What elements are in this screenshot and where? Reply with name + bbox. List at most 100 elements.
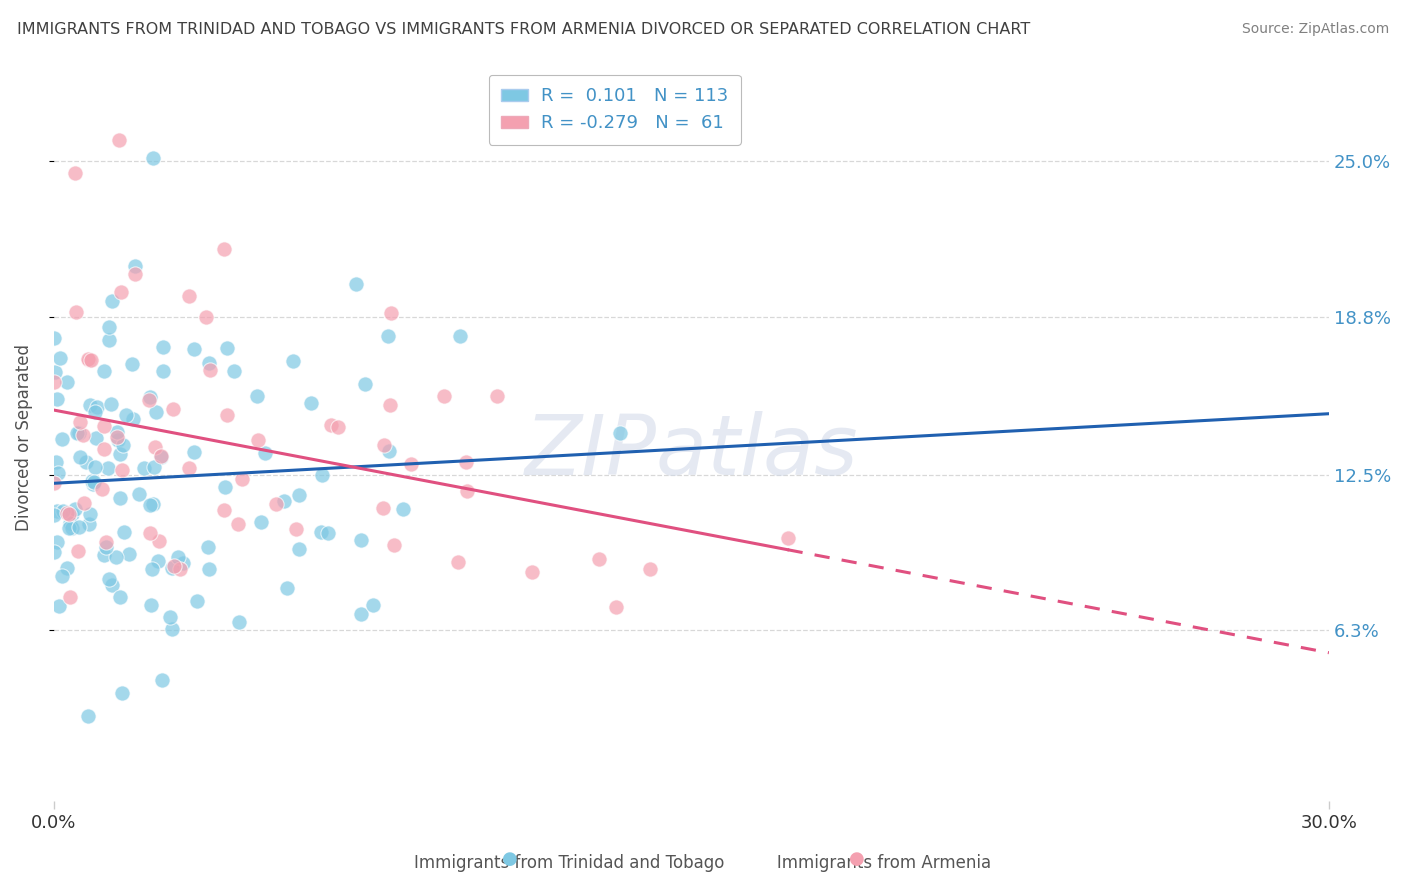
Point bbox=[163, 558, 186, 573]
Point bbox=[63, 166, 86, 180]
Legend: R =  0.101   N = 113, R = -0.279   N =  61: R = 0.101 N = 113, R = -0.279 N = 61 bbox=[489, 75, 741, 145]
Point bbox=[80, 352, 103, 367]
Point bbox=[447, 555, 470, 569]
Point bbox=[45, 455, 67, 469]
Text: ●: ● bbox=[849, 850, 865, 868]
Point bbox=[121, 412, 143, 426]
Point bbox=[108, 491, 131, 505]
Text: Immigrants from Trinidad and Tobago          Immigrants from Armenia: Immigrants from Trinidad and Tobago Immi… bbox=[415, 855, 991, 872]
Point bbox=[79, 516, 101, 531]
Point bbox=[288, 488, 311, 502]
Point bbox=[222, 364, 245, 378]
Point bbox=[373, 438, 395, 452]
Point bbox=[638, 562, 661, 576]
Point bbox=[145, 405, 167, 419]
Point bbox=[132, 460, 155, 475]
Point bbox=[361, 599, 384, 613]
Point bbox=[177, 288, 200, 302]
Point bbox=[194, 310, 217, 324]
Point bbox=[142, 152, 165, 166]
Point bbox=[350, 533, 373, 547]
Point bbox=[94, 540, 117, 554]
Point bbox=[139, 390, 162, 404]
Point bbox=[112, 524, 135, 539]
Point bbox=[80, 475, 103, 489]
Point bbox=[316, 526, 339, 541]
Point bbox=[105, 549, 128, 564]
Point bbox=[97, 319, 120, 334]
Point bbox=[82, 476, 104, 491]
Text: Source: ZipAtlas.com: Source: ZipAtlas.com bbox=[1241, 22, 1389, 37]
Point bbox=[110, 686, 132, 700]
Point bbox=[253, 446, 276, 460]
Point bbox=[69, 415, 91, 429]
Y-axis label: Divorced or Separated: Divorced or Separated bbox=[15, 343, 32, 531]
Point bbox=[776, 532, 799, 546]
Point bbox=[377, 329, 399, 343]
Point bbox=[311, 468, 333, 483]
Point bbox=[354, 376, 377, 391]
Point bbox=[83, 475, 105, 489]
Point bbox=[167, 549, 190, 564]
Point bbox=[55, 375, 77, 389]
Point bbox=[139, 598, 162, 612]
Text: ZIPatlas: ZIPatlas bbox=[524, 411, 858, 492]
Point bbox=[97, 461, 120, 475]
Point bbox=[77, 353, 100, 368]
Point bbox=[287, 541, 309, 556]
Point bbox=[107, 133, 129, 147]
Point bbox=[107, 433, 129, 447]
Point bbox=[160, 561, 183, 575]
Point bbox=[79, 507, 101, 521]
Point bbox=[112, 438, 135, 452]
Point bbox=[456, 484, 478, 499]
Point bbox=[486, 389, 509, 403]
Point bbox=[100, 397, 122, 411]
Point bbox=[108, 447, 131, 461]
Point bbox=[152, 340, 174, 354]
Point bbox=[46, 467, 69, 481]
Point bbox=[344, 277, 367, 292]
Point bbox=[454, 454, 477, 468]
Point bbox=[67, 520, 90, 534]
Point bbox=[160, 623, 183, 637]
Point bbox=[111, 463, 134, 477]
Point bbox=[349, 607, 371, 621]
Text: IMMIGRANTS FROM TRINIDAD AND TOBAGO VS IMMIGRANTS FROM ARMENIA DIVORCED OR SEPAR: IMMIGRANTS FROM TRINIDAD AND TOBAGO VS I… bbox=[17, 22, 1031, 37]
Point bbox=[228, 615, 250, 629]
Point bbox=[121, 357, 143, 371]
Point bbox=[380, 306, 402, 320]
Point bbox=[86, 400, 108, 414]
Point bbox=[159, 610, 181, 624]
Point bbox=[148, 533, 170, 548]
Point bbox=[212, 503, 235, 517]
Point bbox=[75, 455, 97, 469]
Point bbox=[48, 599, 70, 614]
Point bbox=[93, 548, 115, 562]
Point bbox=[198, 356, 221, 370]
Point bbox=[49, 351, 72, 366]
Point bbox=[392, 502, 415, 516]
Point bbox=[118, 547, 141, 561]
Point bbox=[326, 420, 349, 434]
Point bbox=[321, 417, 343, 432]
Point bbox=[183, 342, 205, 356]
Point bbox=[93, 442, 115, 456]
Point bbox=[76, 351, 98, 366]
Point bbox=[149, 449, 172, 463]
Point bbox=[609, 426, 631, 441]
Point bbox=[79, 397, 101, 411]
Point bbox=[65, 304, 87, 318]
Point bbox=[197, 540, 219, 554]
Point bbox=[110, 590, 132, 604]
Point bbox=[186, 594, 208, 608]
Point bbox=[198, 562, 221, 576]
Point bbox=[96, 534, 118, 549]
Point bbox=[399, 457, 422, 471]
Point bbox=[93, 364, 115, 378]
Point bbox=[110, 285, 132, 299]
Point bbox=[93, 419, 115, 434]
Point bbox=[128, 487, 150, 501]
Point bbox=[172, 556, 194, 570]
Point bbox=[56, 561, 79, 575]
